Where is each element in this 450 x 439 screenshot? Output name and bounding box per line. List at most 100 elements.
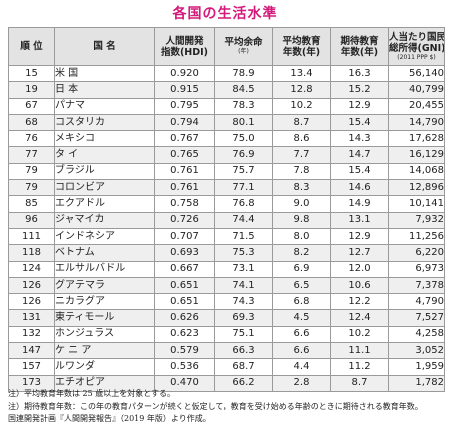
- table-row: 68 コスタリカ 0.794 80.1 8.7 15.4 14,790: [8, 113, 445, 132]
- mean-schooling-cell: 6.8: [272, 293, 331, 311]
- expected-schooling-cell: 14.6: [330, 179, 389, 197]
- life-expectancy-cell: 75.3: [214, 244, 273, 262]
- gni-cell: 1,959: [388, 358, 445, 376]
- gni-cell: 1,782: [388, 374, 445, 392]
- hdi-cell: 0.626: [154, 309, 215, 327]
- mean-schooling-cell: 8.0: [272, 227, 331, 246]
- table-row: 67 パナマ 0.795 78.3 10.2 12.9 20,455: [8, 97, 445, 115]
- expected-schooling-cell: 10.2: [330, 325, 389, 344]
- hdi-cell: 0.651: [154, 276, 215, 295]
- country-name-cell: ケ ニ ア: [54, 342, 155, 360]
- rank-cell: 79: [8, 162, 55, 181]
- life-expectancy-cell: 74.1: [214, 276, 273, 295]
- table-row: 77 タ イ 0.765 76.9 7.7 14.7 16,129: [8, 146, 445, 164]
- country-name-cell: インドネシア: [54, 227, 155, 246]
- rank-cell: 147: [8, 342, 55, 360]
- gni-cell: 4,790: [388, 293, 445, 311]
- rank-cell: 96: [8, 211, 55, 229]
- country-name-cell: メキシコ: [54, 130, 155, 148]
- expected-schooling-cell: 11.2: [330, 358, 389, 376]
- footnote-expected-schooling: 注）期待教育年数：この年の教育パターンが続くと仮定して，教育を受け始める年齢のと…: [8, 401, 423, 411]
- rank-cell: 67: [8, 97, 55, 115]
- table-row: 126 グアテマラ 0.651 74.1 6.5 10.6 7,378: [8, 276, 445, 295]
- mean-schooling-cell: 13.4: [272, 64, 331, 83]
- rank-cell: 126: [8, 276, 55, 295]
- table-row: 173 エチオピア 0.470 66.2 2.8 8.7 1,782: [8, 374, 445, 392]
- country-name-cell: 日 本: [54, 81, 155, 99]
- gni-cell: 14,068: [388, 162, 445, 181]
- mean-schooling-cell: 8.7: [272, 113, 331, 132]
- life-expectancy-cell: 75.7: [214, 162, 273, 181]
- hdi-cell: 0.794: [154, 113, 215, 132]
- expected-schooling-cell: 15.4: [330, 113, 389, 132]
- country-name-cell: ニカラグア: [54, 293, 155, 311]
- life-expectancy-cell: 69.3: [214, 309, 273, 327]
- gni-cell: 10,141: [388, 195, 445, 213]
- source-note: 国連開発計画『人間開発報告』（2019 年版）より作成。: [8, 414, 211, 423]
- expected-schooling-cell: 15.4: [330, 162, 389, 181]
- mean-schooling-cell: 10.2: [272, 97, 331, 115]
- hdi-cell: 0.667: [154, 260, 215, 278]
- life-expectancy-cell: 76.9: [214, 146, 273, 164]
- rank-cell: 19: [8, 81, 55, 99]
- hdi-cell: 0.536: [154, 358, 215, 376]
- mean-schooling-cell: 4.4: [272, 358, 331, 376]
- expected-schooling-cell: 14.9: [330, 195, 389, 213]
- rank-cell: 132: [8, 325, 55, 344]
- hdi-cell: 0.920: [154, 64, 215, 83]
- rank-cell: 131: [8, 309, 55, 327]
- expected-schooling-cell: 13.1: [330, 211, 389, 229]
- expected-schooling-cell: 12.0: [330, 260, 389, 278]
- hdi-cell: 0.707: [154, 227, 215, 246]
- table-row: 96 ジャマイカ 0.726 74.4 9.8 13.1 7,932: [8, 211, 445, 229]
- expected-schooling-cell: 15.2: [330, 81, 389, 99]
- rank-cell: 124: [8, 260, 55, 278]
- table-row: 15 米 国 0.920 78.9 13.4 16.3 56,140: [8, 64, 445, 83]
- table-row: 147 ケ ニ ア 0.579 66.3 6.6 11.1 3,052: [8, 342, 445, 360]
- table-row: 79 ブラジル 0.761 75.7 7.8 15.4 14,068: [8, 162, 445, 181]
- hdi-cell: 0.579: [154, 342, 215, 360]
- country-name-cell: エルサルバドル: [54, 260, 155, 278]
- gni-cell: 3,052: [388, 342, 445, 360]
- mean-schooling-cell: 2.8: [272, 374, 331, 392]
- mean-schooling-cell: 6.9: [272, 260, 331, 278]
- life-expectancy-cell: 66.2: [214, 374, 273, 392]
- mean-schooling-cell: 12.8: [272, 81, 331, 99]
- header-hdi: 人間開発 指数(HDI): [154, 27, 215, 66]
- mean-schooling-cell: 8.3: [272, 179, 331, 197]
- table-row: 126 ニカラグア 0.651 74.3 6.8 12.2 4,790: [8, 293, 445, 311]
- header-rank: 順 位: [8, 27, 55, 66]
- rank-cell: 76: [8, 130, 55, 148]
- gni-cell: 12,896: [388, 179, 445, 197]
- header-mean-schooling: 平均教育 年数(年): [272, 27, 331, 66]
- rank-cell: 77: [8, 146, 55, 164]
- hdi-cell: 0.761: [154, 179, 215, 197]
- footnote-mean-schooling: 注）平均教育年数は 25 歳以上を対象とする。: [8, 389, 176, 398]
- expected-schooling-cell: 16.3: [330, 64, 389, 83]
- mean-schooling-cell: 6.6: [272, 342, 331, 360]
- country-name-cell: ルワンダ: [54, 358, 155, 376]
- hdi-cell: 0.767: [154, 130, 215, 148]
- mean-schooling-cell: 6.6: [272, 325, 331, 344]
- country-name-cell: コロンビア: [54, 179, 155, 197]
- table-header-row: 順 位 国 名 人間開発 指数(HDI) 平均余命 (年) 平均教育 年数(年) 期待…: [8, 27, 445, 66]
- header-expected-schooling: 期待教育 年数(年): [330, 27, 389, 66]
- country-name-cell: 東ティモール: [54, 309, 155, 327]
- country-name-cell: ホンジュラス: [54, 325, 155, 344]
- gni-cell: 7,527: [388, 309, 445, 327]
- gni-cell: 4,258: [388, 325, 445, 344]
- expected-schooling-cell: 12.2: [330, 293, 389, 311]
- life-expectancy-cell: 80.1: [214, 113, 273, 132]
- mean-schooling-cell: 8.2: [272, 244, 331, 262]
- table-row: 85 エクアドル 0.758 76.8 9.0 14.9 10,141: [8, 195, 445, 213]
- gni-cell: 40,799: [388, 81, 445, 99]
- country-name-cell: 米 国: [54, 64, 155, 83]
- table-row: 157 ルワンダ 0.536 68.7 4.4 11.2 1,959: [8, 358, 445, 376]
- life-expectancy-cell: 76.8: [214, 195, 273, 213]
- country-name-cell: グアテマラ: [54, 276, 155, 295]
- gni-cell: 7,378: [388, 276, 445, 295]
- table-row: 132 ホンジュラス 0.623 75.1 6.6 10.2 4,258: [8, 325, 445, 344]
- rank-cell: 173: [8, 374, 55, 392]
- mean-schooling-cell: 8.6: [272, 130, 331, 148]
- life-expectancy-cell: 78.3: [214, 97, 273, 115]
